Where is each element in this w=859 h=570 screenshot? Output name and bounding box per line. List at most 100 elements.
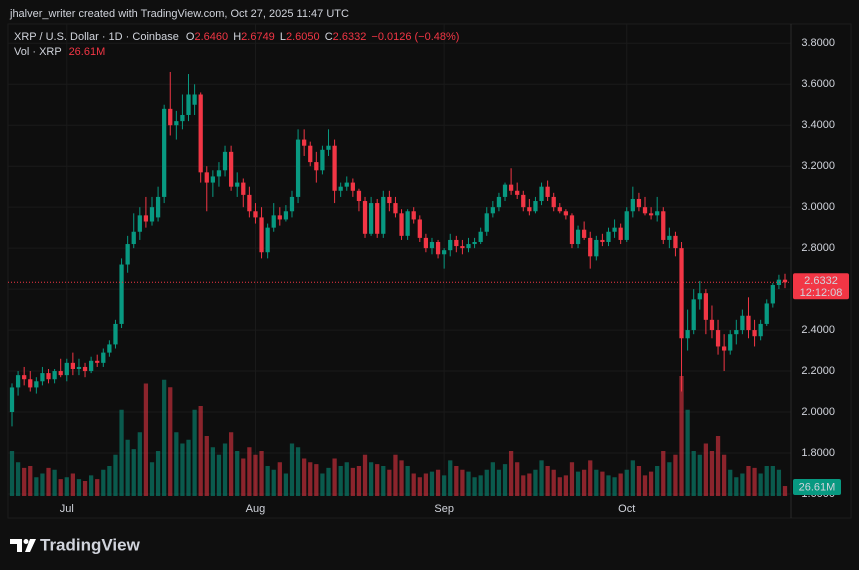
volume-bar	[405, 466, 410, 496]
candle-body	[399, 213, 404, 236]
candle-body	[740, 315, 745, 331]
volume-bar	[709, 451, 715, 496]
candle-body	[563, 211, 569, 216]
volume-bar	[667, 462, 672, 496]
candle-body	[691, 299, 696, 331]
candle-body	[448, 239, 453, 251]
candle-body	[722, 346, 727, 351]
candle-body	[588, 237, 593, 257]
candle-body	[685, 330, 690, 339]
volume-bar	[143, 383, 149, 496]
candle-body	[186, 94, 191, 115]
logo-shape	[10, 539, 22, 552]
volume-bar	[539, 460, 544, 496]
candle-body	[642, 207, 648, 214]
y-tick-label: 3.6000	[801, 78, 835, 90]
candle-body	[314, 162, 319, 171]
candle-body	[606, 231, 611, 242]
volume-bar	[235, 451, 240, 496]
candle-body	[715, 330, 721, 347]
volume-bar	[338, 466, 343, 496]
candle-body	[490, 207, 495, 214]
candle-body	[235, 182, 240, 187]
volume-bar	[782, 486, 788, 496]
volume-bar	[180, 443, 185, 496]
chart-frame	[7, 23, 852, 519]
y-tick-label: 3.4000	[801, 119, 835, 131]
volume-bar	[216, 454, 222, 496]
volume-bar	[28, 466, 33, 496]
candle-body	[143, 215, 149, 222]
volume-bar	[58, 479, 63, 496]
candle-body	[9, 387, 15, 413]
candle-body	[502, 184, 508, 197]
volume-bar	[228, 432, 234, 496]
candle-body	[454, 239, 459, 247]
volume-bar	[308, 462, 313, 496]
candle-body	[302, 139, 307, 146]
volume-bar	[484, 469, 489, 496]
volume-bar	[52, 469, 57, 496]
candle-body	[95, 360, 100, 363]
volume-bar	[95, 479, 100, 496]
volume-bar	[192, 409, 197, 496]
candle-body	[575, 229, 581, 245]
x-tick-label: Jul	[60, 503, 74, 515]
volume-bar	[82, 481, 88, 496]
volume-bar	[259, 451, 264, 496]
candle-body	[192, 94, 197, 105]
axes: 1.60001.80002.00002.20002.40002.60002.80…	[60, 24, 849, 518]
volume-bar	[289, 443, 295, 496]
volume-bar	[40, 473, 45, 496]
symbol: XRP / U.S. Dollar · 1D · Coinbase	[14, 31, 179, 43]
candle-body	[107, 344, 112, 353]
volume-bar	[326, 467, 331, 496]
candle-body	[569, 215, 575, 245]
candle-body	[308, 145, 313, 163]
volume-bar	[344, 462, 349, 496]
candle-body	[222, 151, 228, 171]
volume-bar	[271, 469, 276, 496]
volume-bar	[728, 469, 733, 496]
volume-bar	[149, 462, 155, 496]
candle-body	[539, 186, 544, 202]
volume-pane	[9, 376, 788, 496]
candle-body	[149, 207, 155, 222]
volume-bar	[368, 462, 374, 496]
volume-bar	[442, 475, 447, 496]
volume-bar	[448, 460, 453, 496]
candle-body	[259, 217, 264, 253]
volume-bar	[533, 469, 538, 496]
volume-bar	[722, 454, 727, 496]
candle-body	[752, 330, 757, 337]
volume-bar	[429, 471, 435, 496]
l-label: L	[280, 31, 286, 43]
volume-bar	[746, 466, 751, 496]
volume-bar	[594, 469, 599, 496]
candle-body	[40, 373, 45, 382]
volume-bar	[551, 469, 556, 496]
candle-body	[338, 186, 343, 191]
volume-bar	[362, 454, 368, 496]
candle-body	[180, 114, 185, 122]
brand: TradingView	[40, 535, 141, 554]
volume-bar	[210, 447, 215, 496]
volume-bar	[198, 406, 203, 496]
c-label: C	[325, 31, 333, 43]
price-tag	[793, 273, 849, 300]
candle-body	[162, 108, 167, 197]
volume-bar	[496, 469, 502, 496]
volume-bar	[350, 467, 355, 496]
candle-body	[368, 203, 374, 234]
volume-bar	[155, 451, 161, 496]
volume-bar	[661, 451, 666, 496]
volume-bar	[563, 475, 569, 496]
legend: XRP / U.S. Dollar · 1D · Coinbase O2.646…	[14, 31, 459, 43]
volume-bar	[168, 387, 173, 496]
candle-body	[46, 373, 51, 380]
candle-body	[137, 215, 142, 232]
volume-bar	[673, 454, 678, 496]
volume-bar	[740, 473, 745, 496]
volume-bar	[642, 475, 648, 496]
volume-bar	[101, 469, 106, 496]
